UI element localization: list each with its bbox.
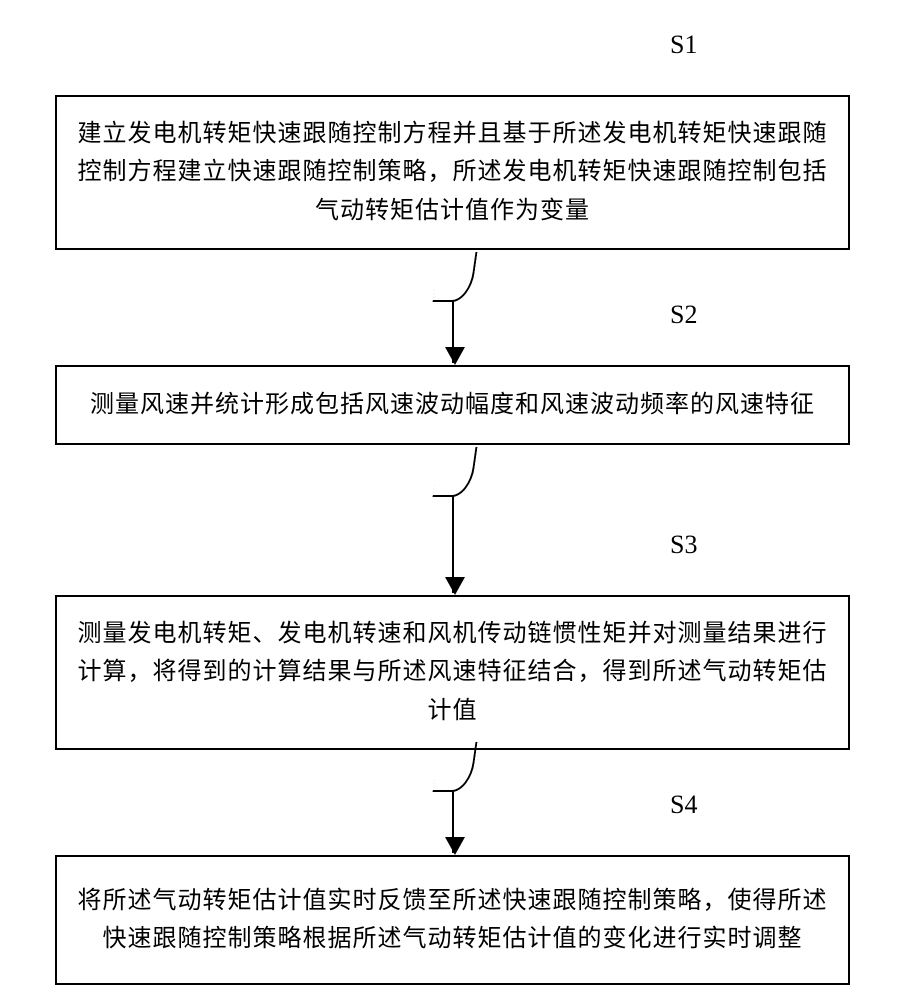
flowchart-step-s2: 测量风速并统计形成包括风速波动幅度和风速波动频率的风速特征 <box>55 365 850 445</box>
step-label-s1: S1 <box>670 30 697 60</box>
step-label-s3: S3 <box>670 530 697 560</box>
step-text-s2: 测量风速并统计形成包括风速波动幅度和风速波动频率的风速特征 <box>90 386 815 424</box>
flowchart-arrow-s2-s3 <box>452 495 454 593</box>
flowchart-arrow-s3-s4 <box>452 790 454 853</box>
step-text-s1: 建立发电机转矩快速跟随控制方程并且基于所述发电机转矩快速跟随控制方程建立快速跟随… <box>77 115 828 230</box>
flowchart-step-s4: 将所述气动转矩估计值实时反馈至所述快速跟随控制策略，使得所述快速跟随控制策略根据… <box>55 855 850 985</box>
flowchart-step-s1: 建立发电机转矩快速跟随控制方程并且基于所述发电机转矩快速跟随控制方程建立快速跟随… <box>55 95 850 250</box>
step-label-s4: S4 <box>670 790 697 820</box>
flowchart-canvas: S1 建立发电机转矩快速跟随控制方程并且基于所述发电机转矩快速跟随控制方程建立快… <box>0 0 915 1000</box>
step-text-s3: 测量发电机转矩、发电机转速和风机传动链惯性矩并对测量结果进行计算，将得到的计算结… <box>77 615 828 730</box>
flowchart-arrow-s1-s2 <box>452 300 454 363</box>
step-label-s2: S2 <box>670 300 697 330</box>
flowchart-step-s3: 测量发电机转矩、发电机转速和风机传动链惯性矩并对测量结果进行计算，将得到的计算结… <box>55 595 850 750</box>
step-text-s4: 将所述气动转矩估计值实时反馈至所述快速跟随控制策略，使得所述快速跟随控制策略根据… <box>77 882 828 959</box>
